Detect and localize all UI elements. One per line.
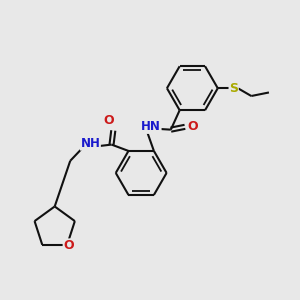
Text: O: O (104, 114, 114, 128)
Text: O: O (188, 120, 198, 133)
Text: HN: HN (141, 120, 161, 133)
Text: S: S (229, 82, 238, 95)
Text: O: O (63, 239, 74, 252)
Text: NH: NH (80, 137, 100, 150)
